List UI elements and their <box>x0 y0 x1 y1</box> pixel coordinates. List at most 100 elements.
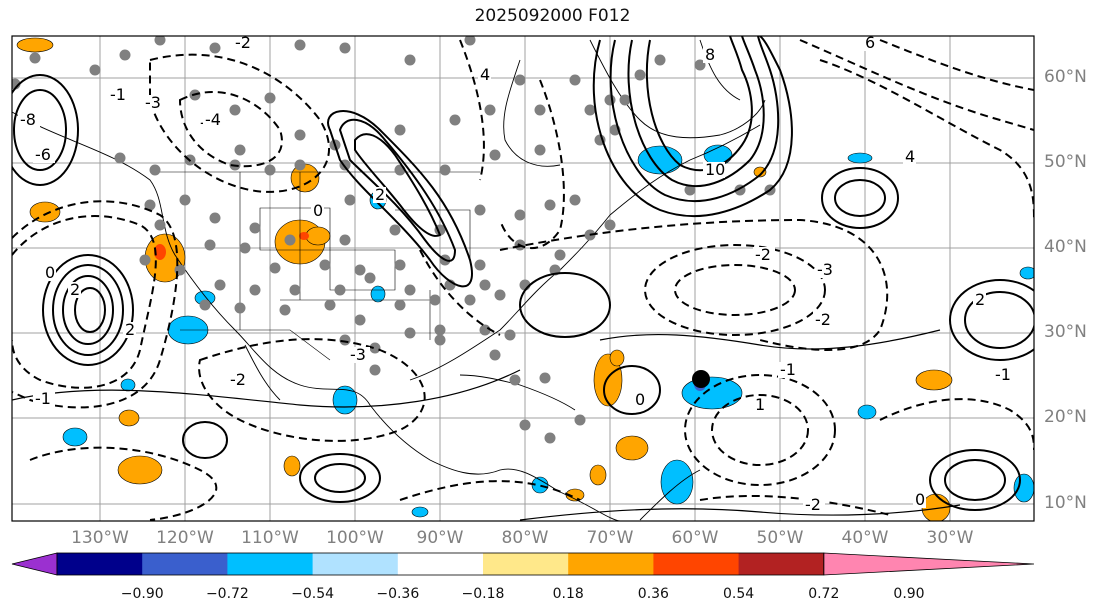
observation-dot <box>339 334 351 346</box>
contour-label-bg <box>478 67 491 83</box>
observation-dot <box>479 279 491 291</box>
observation-dot <box>494 289 506 301</box>
longitude-label: 100°W <box>326 528 384 548</box>
observation-dot <box>534 104 546 116</box>
observation-dot <box>489 349 501 361</box>
contour-label-bg <box>753 397 766 413</box>
observation-dot <box>604 219 616 231</box>
observation-dot <box>439 164 451 176</box>
contour-label: -3 <box>350 345 366 364</box>
contour-label-bg <box>753 247 775 263</box>
map-content <box>12 36 1034 521</box>
observation-dot <box>474 204 486 216</box>
observation-dot <box>89 64 101 76</box>
observation-dot <box>544 199 556 211</box>
colorbar-tick-label: −0.90 <box>120 586 164 602</box>
observation-dot <box>339 234 351 246</box>
observation-dot <box>574 414 586 426</box>
observation-dot <box>394 124 406 136</box>
contour-label-bg <box>68 282 81 298</box>
observation-dot <box>479 324 491 336</box>
colorbar-tick-label: 0.18 <box>552 586 584 602</box>
observation-dot <box>249 284 261 296</box>
observation-dot <box>404 284 416 296</box>
observation-dot <box>344 194 356 206</box>
observation-dot <box>514 209 526 221</box>
observation-dot <box>369 364 381 376</box>
contour-label-bg <box>203 112 225 128</box>
longitude-label: 110°W <box>241 528 299 548</box>
contour-label: 8 <box>705 45 715 64</box>
contour-label-bg <box>633 392 646 408</box>
contour-label: -2 <box>805 495 821 514</box>
observation-dot <box>149 164 161 176</box>
zero-contours <box>12 329 961 521</box>
contour-label: -3 <box>145 93 161 112</box>
colorbar-segment <box>312 553 399 575</box>
observation-dot <box>364 272 376 284</box>
observation-dot <box>389 224 401 236</box>
observation-dot <box>239 242 251 254</box>
observation-dot <box>584 104 596 116</box>
contour-label: -1 <box>35 389 51 408</box>
contour-label: -2 <box>815 310 831 329</box>
observation-dot <box>294 129 306 141</box>
colorbar-tick-label: −0.36 <box>376 586 420 602</box>
observation-dot <box>514 74 526 86</box>
observation-dot <box>544 432 556 444</box>
observation-dot <box>12 78 21 90</box>
contour-label: -3 <box>817 260 833 279</box>
contour-label: -2 <box>230 370 246 389</box>
contour-label-bg <box>863 35 876 51</box>
contour-label-bg <box>703 162 725 178</box>
observation-dot <box>264 92 276 104</box>
latitude-label: 50°N <box>1044 152 1087 172</box>
colorbar-max-arrow <box>823 552 1035 576</box>
observation-dot <box>139 254 151 266</box>
contour-label: 0 <box>313 201 323 220</box>
colorbar-tick-label: 0.36 <box>637 586 669 602</box>
observation-dot <box>429 294 441 306</box>
contour-label: 2 <box>975 290 985 309</box>
colorbar-segment <box>397 553 484 575</box>
observation-dot <box>199 299 211 311</box>
colorbar-segment <box>142 553 228 575</box>
longitude-label: 130°W <box>71 528 129 548</box>
observation-dot <box>604 94 616 106</box>
map-title: 2025092000 F012 <box>474 6 631 26</box>
observation-dot <box>569 74 581 86</box>
observation-dot <box>554 249 566 261</box>
storm-center-marker <box>692 370 710 388</box>
contour-label: -1 <box>780 360 796 379</box>
contour-label: 4 <box>480 65 490 84</box>
contour-label-bg <box>903 149 916 165</box>
contour-label-bg <box>973 292 986 308</box>
contour-label-bg <box>778 362 800 378</box>
observation-dot <box>334 284 346 296</box>
observation-dot <box>489 149 501 161</box>
contour-label-bg <box>33 147 55 163</box>
observation-dot <box>264 164 276 176</box>
observation-dot <box>294 39 306 51</box>
contour-label-bg <box>228 372 250 388</box>
observation-dot <box>394 259 406 271</box>
colorbar-tick-label: −0.18 <box>461 586 505 602</box>
observation-dot <box>464 294 476 306</box>
contour-label: 0 <box>635 390 645 409</box>
contour-label-bg <box>108 87 130 103</box>
contour-label-bg <box>813 312 835 328</box>
observation-dot <box>119 49 131 61</box>
observation-dot <box>434 334 446 346</box>
latitude-label: 30°N <box>1044 322 1087 342</box>
longitude-label: 50°W <box>756 528 804 548</box>
observation-dot <box>179 194 191 206</box>
latitude-label: 20°N <box>1044 407 1087 427</box>
observation-dot <box>619 94 631 106</box>
colorbar-tick-label: −0.54 <box>291 586 335 602</box>
observation-points <box>12 36 776 444</box>
observation-dot <box>654 54 666 66</box>
observation-dot <box>249 222 261 234</box>
observation-dot <box>634 69 646 81</box>
colorbar-tick-label: 0.72 <box>808 586 840 602</box>
observation-dot <box>539 372 551 384</box>
